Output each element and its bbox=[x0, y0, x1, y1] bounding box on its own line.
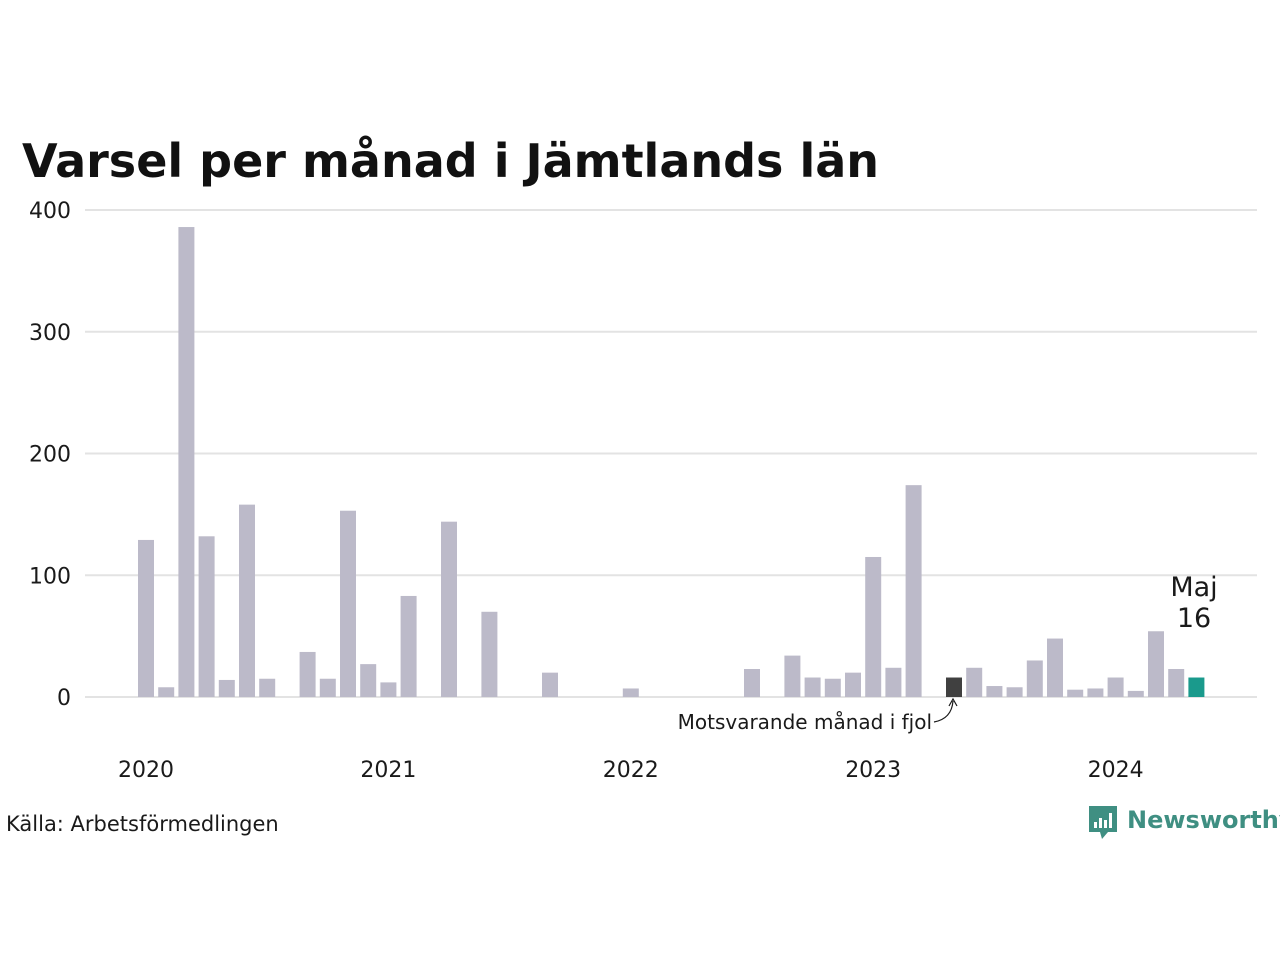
annotation-arrow bbox=[933, 700, 954, 723]
bar bbox=[744, 668, 760, 697]
bar bbox=[845, 672, 861, 697]
bar bbox=[1047, 638, 1063, 697]
bar bbox=[259, 678, 276, 697]
bar bbox=[986, 686, 1003, 697]
bar bbox=[1148, 631, 1164, 697]
bar bbox=[1168, 668, 1185, 697]
bar bbox=[138, 539, 154, 697]
bar bbox=[1087, 688, 1104, 697]
annotation-arrowhead bbox=[948, 697, 958, 707]
y-tick-label: 100 bbox=[29, 564, 71, 589]
x-tick-label: 2023 bbox=[845, 758, 901, 783]
bar bbox=[198, 536, 215, 697]
bar bbox=[178, 227, 195, 698]
bar bbox=[865, 556, 882, 697]
bar bbox=[542, 672, 558, 697]
bar bbox=[804, 677, 821, 697]
bar bbox=[481, 611, 498, 697]
y-tick-label: 400 bbox=[29, 199, 71, 224]
bar bbox=[380, 682, 397, 697]
x-tick-label: 2021 bbox=[360, 758, 416, 783]
y-axis-ticks: 0 100 200 300 400 bbox=[29, 199, 71, 711]
bar bbox=[299, 651, 316, 697]
bar bbox=[905, 485, 922, 697]
bar bbox=[239, 504, 255, 697]
x-tick-label: 2024 bbox=[1088, 758, 1144, 783]
bar bbox=[622, 688, 639, 697]
bar bbox=[1026, 660, 1043, 697]
bar bbox=[824, 678, 841, 697]
newsworthy-brand-name: Newsworthy bbox=[1127, 806, 1280, 834]
bar bbox=[319, 678, 336, 697]
newsworthy-logo: Newsworthy bbox=[1089, 806, 1280, 839]
bar bbox=[1006, 687, 1023, 697]
y-tick-label: 300 bbox=[29, 321, 71, 346]
bar bbox=[885, 667, 902, 697]
bar bbox=[400, 595, 417, 697]
x-tick-label: 2022 bbox=[603, 758, 659, 783]
bar bbox=[218, 679, 235, 697]
x-tick-label: 2020 bbox=[118, 758, 174, 783]
bar bbox=[1067, 689, 1084, 697]
bar bbox=[1107, 677, 1124, 697]
source-note: Källa: Arbetsförmedlingen bbox=[6, 812, 279, 836]
y-tick-label: 0 bbox=[57, 686, 71, 711]
bar bbox=[966, 667, 983, 697]
x-axis-ticks: 2020 2021 2022 2023 2024 bbox=[118, 758, 1144, 783]
previous-year-annotation: Motsvarande månad i fjol bbox=[678, 697, 958, 734]
current-month-bar bbox=[1188, 677, 1205, 697]
bar bbox=[1127, 690, 1144, 697]
bars bbox=[138, 227, 1205, 698]
bar bbox=[158, 687, 175, 697]
previous-year-bar bbox=[946, 677, 962, 697]
bar bbox=[784, 655, 801, 697]
current-month-label: Maj 16 bbox=[1170, 572, 1217, 634]
current-month-value: 16 bbox=[1177, 603, 1211, 634]
gridlines bbox=[85, 209, 1257, 698]
current-month-name: Maj bbox=[1170, 572, 1217, 603]
y-tick-label: 200 bbox=[29, 443, 71, 468]
bar bbox=[340, 510, 356, 697]
newsworthy-logo-icon bbox=[1089, 806, 1117, 839]
bar bbox=[441, 521, 457, 697]
chart-title: Varsel per månad i Jämtlands län bbox=[22, 134, 879, 188]
previous-year-annotation-text: Motsvarande månad i fjol bbox=[678, 710, 932, 734]
bar bbox=[360, 664, 377, 697]
